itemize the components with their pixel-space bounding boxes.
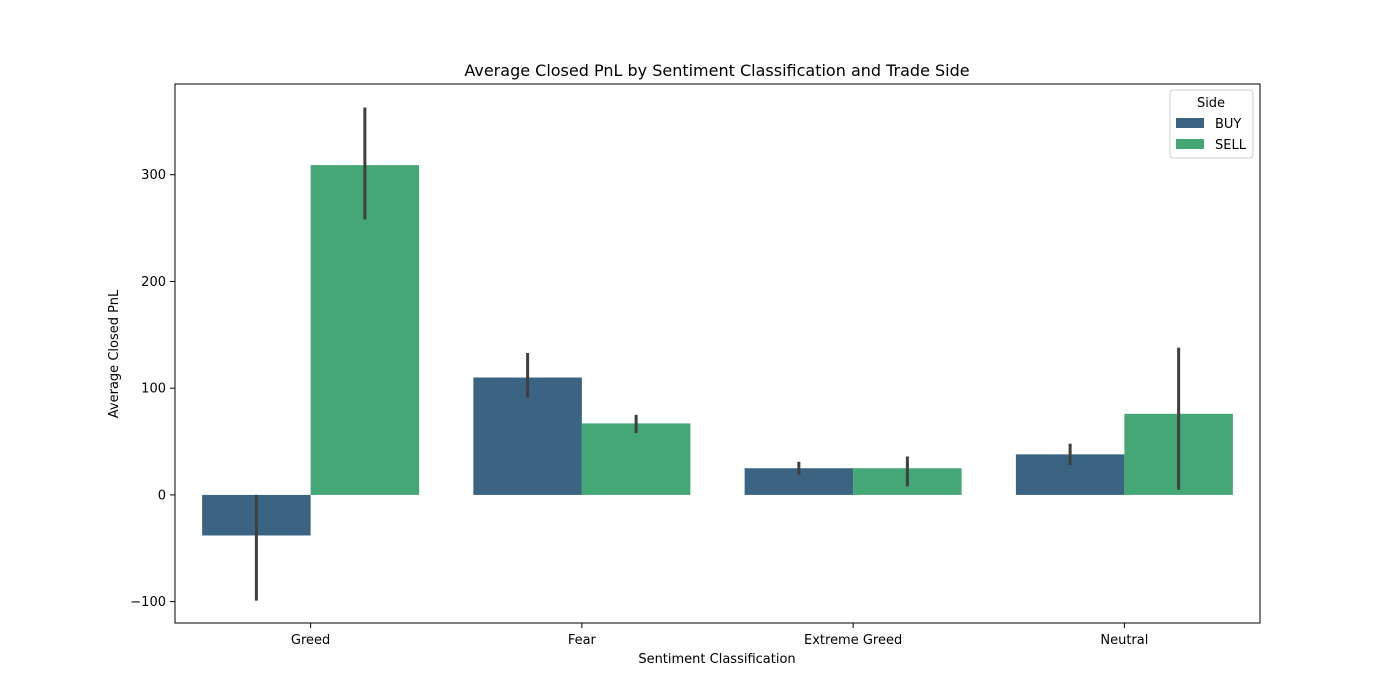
x-tick-label: Greed: [291, 633, 330, 648]
error-bars-layer: [254, 107, 1181, 601]
y-tick-label: 200: [141, 275, 166, 290]
x-tick-label: Neutral: [1100, 633, 1148, 648]
legend-swatch-buy: [1176, 118, 1204, 128]
y-tick-label: 100: [141, 382, 166, 397]
y-tick-label: −100: [130, 595, 166, 610]
y-axis-title: Average Closed PnL: [107, 289, 122, 418]
legend-swatch-sell: [1176, 139, 1204, 149]
legend-title: Side: [1197, 96, 1225, 111]
x-axis-title: Sentiment Classification: [638, 652, 795, 667]
x-axis: Greed Fear Extreme Greed Neutral: [291, 623, 1148, 648]
chart-title: Average Closed PnL by Sentiment Classifi…: [464, 61, 969, 80]
bar-greed-sell: [310, 165, 420, 495]
plot-frame: [174, 83, 1261, 624]
bar-fear-sell: [581, 423, 691, 495]
y-axis: −100 0 100 200 300: [130, 168, 175, 610]
legend-label-buy: BUY: [1215, 117, 1241, 132]
y-tick-label: 300: [141, 168, 166, 183]
x-tick-label: Fear: [568, 633, 597, 648]
x-tick-label: Extreme Greed: [804, 633, 902, 648]
bars-layer: [202, 165, 1233, 536]
legend: Side BUY SELL: [1169, 89, 1254, 159]
legend-label-sell: SELL: [1215, 138, 1247, 153]
y-tick-label: 0: [158, 488, 166, 503]
